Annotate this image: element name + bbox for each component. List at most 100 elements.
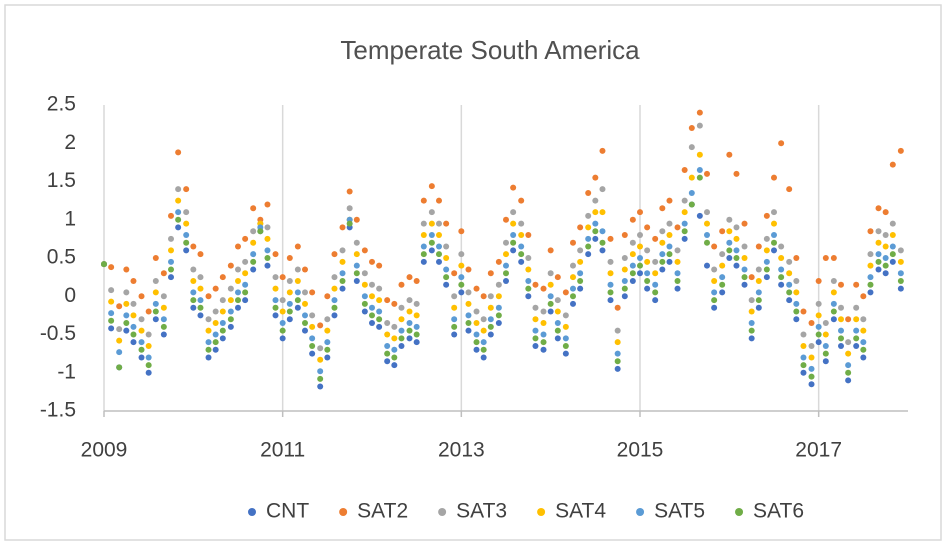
point: [428, 232, 435, 239]
point: [406, 297, 413, 304]
point: [235, 266, 241, 273]
point: [808, 354, 815, 361]
point: [361, 270, 368, 277]
point: [235, 304, 241, 311]
point: [138, 354, 145, 361]
point: [138, 346, 145, 353]
point: [518, 251, 525, 258]
point: [652, 235, 659, 242]
point: [786, 281, 793, 288]
point: [242, 289, 249, 296]
point: [621, 232, 628, 239]
point: [562, 312, 569, 319]
point: [585, 243, 592, 250]
point: [525, 277, 532, 284]
point: [384, 342, 391, 349]
point: [108, 325, 115, 332]
point: [562, 323, 569, 330]
point: [741, 266, 748, 273]
point: [652, 281, 659, 288]
point: [205, 327, 212, 334]
point: [659, 266, 666, 273]
point: [302, 289, 308, 296]
point: [428, 247, 435, 254]
point: [860, 346, 867, 353]
legend-marker: [339, 508, 348, 516]
point: [160, 304, 167, 311]
point: [897, 285, 904, 292]
point: [808, 381, 815, 388]
point: [168, 258, 174, 265]
point: [480, 354, 487, 361]
point: [733, 262, 740, 269]
point: [681, 197, 688, 204]
point: [815, 339, 822, 346]
point: [451, 304, 458, 311]
point: [190, 297, 197, 304]
point: [719, 289, 726, 296]
point: [420, 197, 427, 204]
point: [369, 258, 375, 265]
point: [353, 239, 360, 246]
point: [227, 285, 234, 292]
point: [532, 327, 539, 334]
point: [152, 300, 159, 307]
point: [614, 365, 621, 372]
point: [867, 274, 874, 281]
point: [145, 362, 152, 369]
point: [286, 255, 293, 261]
point: [250, 239, 257, 246]
point: [607, 281, 614, 288]
point: [815, 300, 822, 307]
point: [540, 285, 547, 292]
point: [406, 308, 413, 315]
point: [361, 247, 368, 254]
point: [629, 277, 636, 284]
legend-label: SAT2: [357, 500, 408, 523]
point: [518, 258, 525, 265]
point: [666, 232, 673, 239]
point: [763, 266, 770, 273]
point: [853, 304, 860, 311]
point: [294, 266, 301, 273]
point: [614, 339, 621, 346]
chart-title: Temperate South America: [340, 35, 640, 65]
point: [465, 320, 472, 327]
point: [160, 331, 167, 338]
point: [384, 358, 391, 365]
point: [183, 232, 190, 239]
point: [726, 247, 733, 254]
point: [793, 277, 800, 284]
point: [391, 354, 398, 361]
point: [853, 335, 860, 342]
point: [175, 149, 182, 156]
point: [786, 289, 793, 296]
point: [875, 266, 882, 273]
point: [130, 339, 137, 346]
point: [704, 209, 710, 216]
point: [621, 266, 628, 273]
point: [428, 209, 435, 216]
point: [889, 251, 896, 258]
point: [786, 186, 793, 193]
point: [875, 205, 882, 212]
point: [212, 339, 219, 346]
point: [138, 327, 145, 334]
point: [867, 228, 874, 235]
point: [279, 335, 286, 342]
point: [495, 293, 502, 300]
point: [554, 308, 561, 315]
point: [577, 277, 584, 284]
point: [599, 247, 606, 254]
point: [621, 277, 628, 284]
point: [384, 331, 391, 338]
point: [830, 255, 837, 261]
point: [681, 209, 688, 216]
point: [294, 297, 301, 304]
point: [413, 312, 420, 319]
point: [339, 224, 346, 231]
point: [286, 308, 293, 315]
point: [309, 342, 316, 349]
point: [830, 316, 837, 323]
point: [704, 262, 710, 269]
